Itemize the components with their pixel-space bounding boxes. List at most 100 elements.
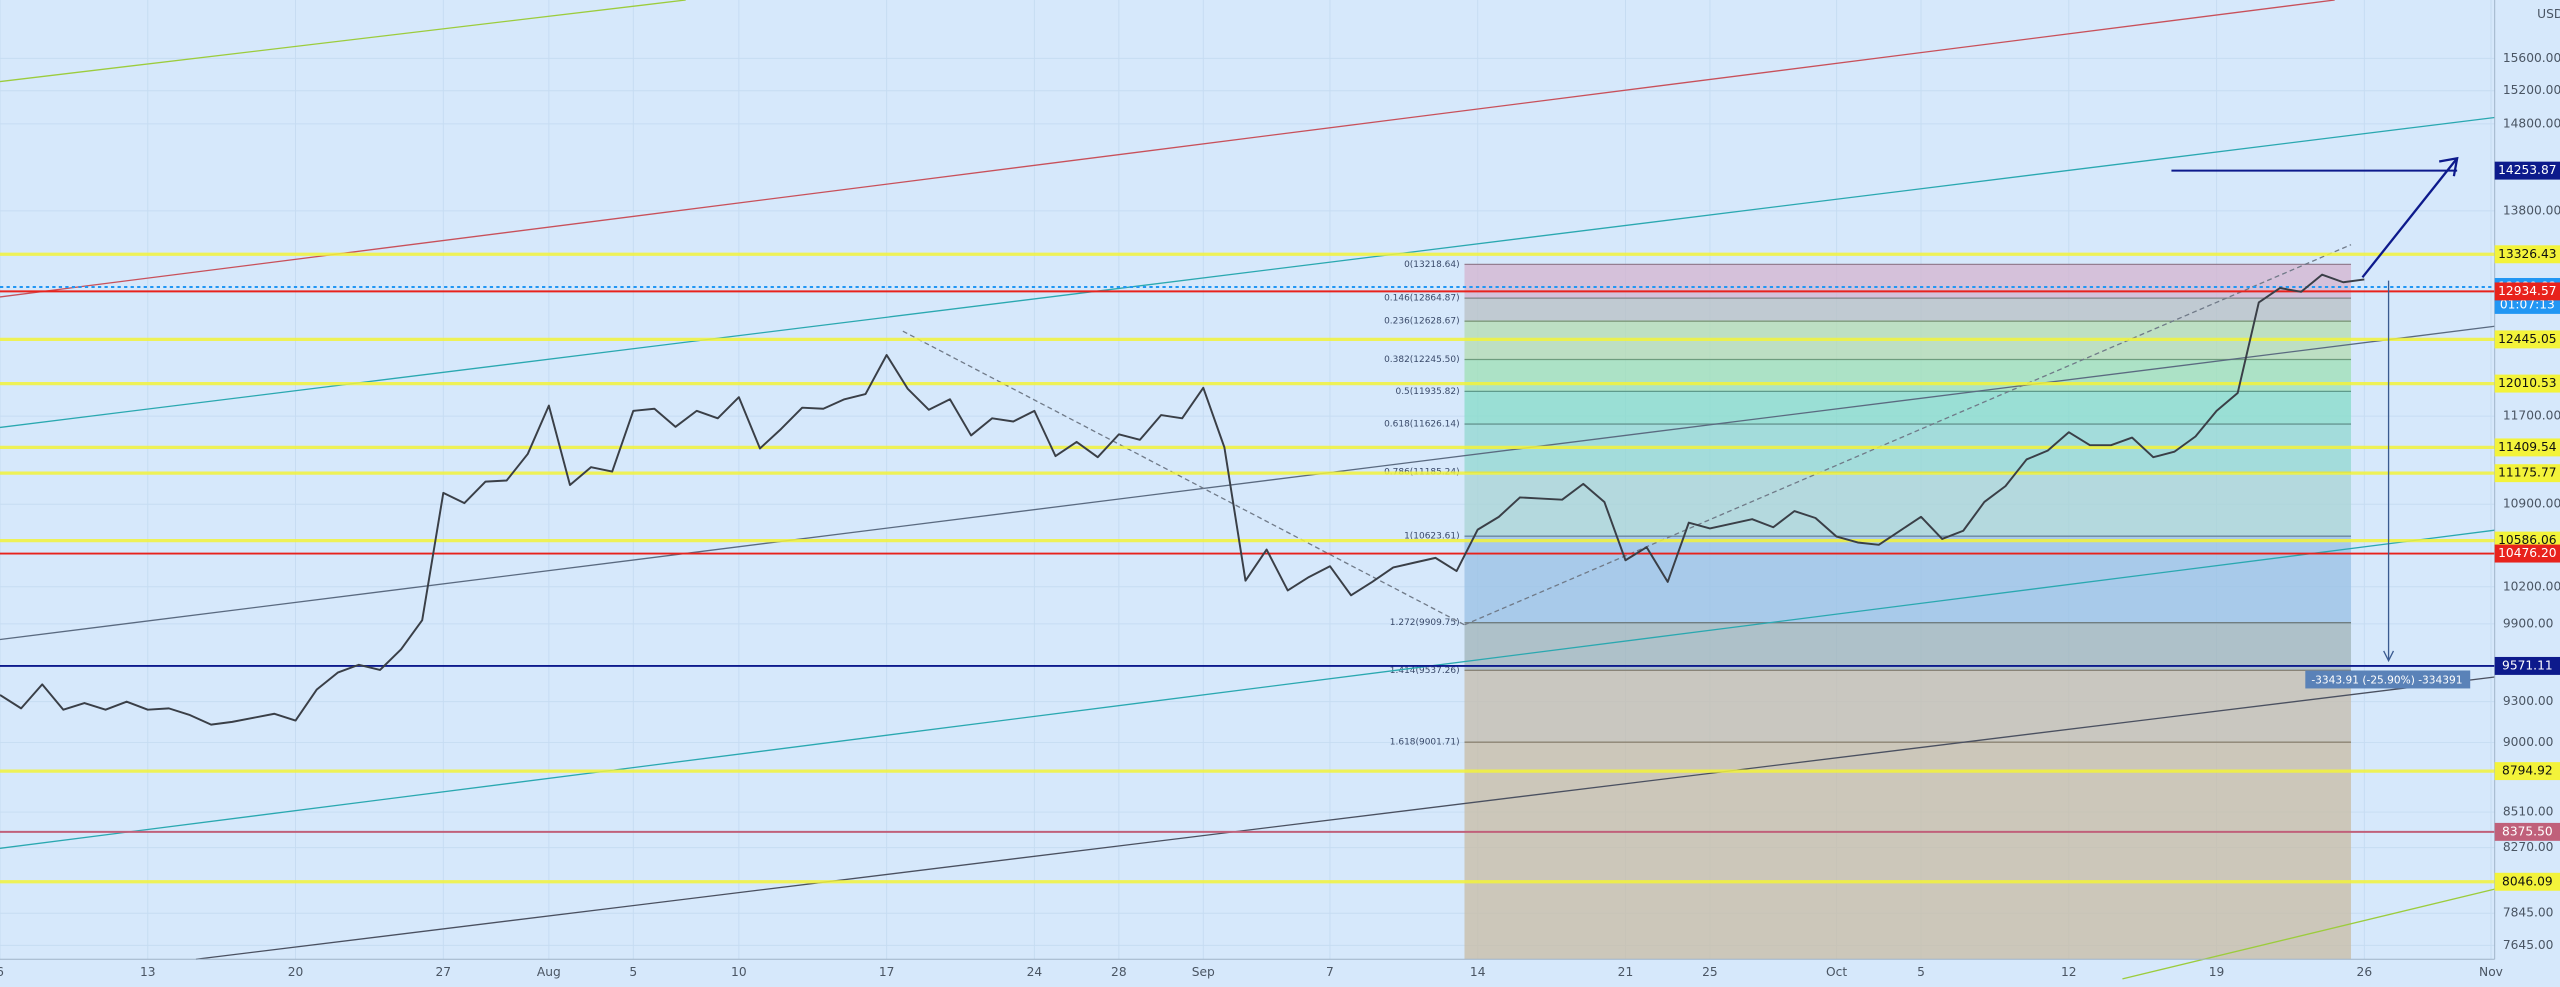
fib-label: 0.5(11935.82) [1396, 387, 1460, 397]
fib-zone [1464, 264, 2352, 299]
x-tick-label: 7 [1326, 965, 1334, 979]
x-tick-label: 21 [1618, 965, 1634, 979]
y-tick-label: 9300.00 [2503, 694, 2554, 708]
x-tick-label: Nov [2479, 965, 2503, 979]
price-tag-label: 10476.20 [2498, 546, 2556, 560]
price-tag-label: 14253.87 [2498, 163, 2556, 177]
fib-label: 1.618(9001.71) [1390, 738, 1460, 748]
x-tick-label: 5 [629, 965, 637, 979]
price-tag-label: 13326.43 [2498, 247, 2556, 261]
x-tick-label: 10 [731, 965, 747, 979]
x-tick-label: 5 [1917, 965, 1925, 979]
price-tag-label: 8794.92 [2502, 764, 2553, 778]
trend-line [0, 529, 2495, 849]
fib-label: 0.618(11626.14) [1384, 420, 1459, 430]
axes: 15600.00 15200.00 14800.00 13800.00 11700.00… [0, 51, 2560, 979]
x-tick-label: 14 [1470, 965, 1486, 979]
series [0, 273, 2365, 726]
y-tick-label: 14800.00 [2503, 116, 2560, 130]
y-tick-label: 10900.00 [2503, 497, 2560, 511]
fib-zone [1464, 359, 2352, 392]
price-tag-label: 12934.57 [2498, 284, 2556, 298]
price-tag-label: 8046.09 [2502, 874, 2553, 888]
price-tag-label: 11409.54 [2498, 440, 2557, 454]
y-tick-label: 7645.00 [2503, 938, 2554, 952]
price-tag [2494, 282, 2560, 301]
y-tick-label: 9000.00 [2503, 735, 2554, 749]
price-tag [2494, 245, 2560, 264]
fib-trend [1464, 244, 2352, 626]
fib-label: 1.272(9909.75) [1390, 618, 1460, 628]
x-tick-label: 25 [1702, 965, 1718, 979]
countdown-tag [2494, 295, 2560, 314]
trend-line [195, 676, 2495, 960]
currency: USD [2537, 7, 2560, 21]
trend-line [2122, 888, 2495, 980]
x-tick-label: Sep [1192, 965, 1215, 979]
fib-zone [1464, 298, 2352, 322]
price-tag [2494, 161, 2560, 180]
price-line [0, 273, 2365, 726]
fib-label: 0.236(12628.67) [1384, 317, 1459, 327]
price-tag [2494, 544, 2560, 563]
price-tag [2494, 374, 2560, 393]
y-tick-label: 15200.00 [2503, 83, 2560, 97]
x-tick-label: 27 [436, 965, 452, 979]
x-tick-label: 6 [0, 965, 4, 979]
fib-zone [1464, 742, 2352, 960]
price-tag [2494, 822, 2560, 841]
price-tag [2494, 872, 2560, 891]
price-tag [2494, 762, 2560, 781]
fib-label: 1(10623.61) [1404, 532, 1460, 542]
fib-label: 0(13218.64) [1404, 260, 1460, 270]
trend-line [0, 116, 2495, 429]
annotations [2361, 156, 2459, 663]
x-tick-label: 28 [1111, 965, 1127, 979]
price-tag-label: 8375.50 [2502, 824, 2553, 838]
price-tag-label: 10586.06 [2498, 533, 2557, 547]
x-tick-label: Oct [1826, 965, 1847, 979]
trend-lines [0, 0, 2495, 980]
fib-zone [1464, 391, 2352, 425]
fib-zone [1464, 670, 2352, 743]
forecast-arrow [2361, 157, 2459, 279]
x-tick-label: 26 [2357, 965, 2373, 979]
measure-head [2383, 650, 2395, 663]
measure-box [2305, 670, 2471, 689]
x-tick-label: 13 [140, 965, 156, 979]
x-tick-label: Aug [537, 965, 561, 979]
levels [0, 169, 2495, 884]
x-tick-label: 24 [1027, 965, 1043, 979]
fib-zone [1464, 536, 2352, 623]
fib-label: 0.382(12245.50) [1384, 355, 1459, 365]
price-tag [2494, 656, 2560, 675]
countdown: 01:07:13 [2500, 297, 2555, 311]
y-tick-label: 10200.00 [2503, 579, 2560, 593]
price-tag [2494, 464, 2560, 483]
fib-label: 1.414(9537.26) [1390, 666, 1460, 676]
arrow-head [2438, 156, 2459, 177]
y-tick-label: 8510.00 [2503, 805, 2554, 819]
price-tag-label: 12010.53 [2498, 376, 2556, 390]
price-tag-label: 11175.77 [2498, 466, 2556, 480]
trend-line [0, 325, 2495, 641]
trend-line [0, 0, 2335, 298]
x-tick-label: 12 [2061, 965, 2077, 979]
fib-zone [1464, 622, 2352, 671]
y-tick-label: 13800.00 [2503, 203, 2560, 217]
y-tick-label: 15600.00 [2503, 51, 2560, 65]
price-tag-label: 12445.05 [2498, 332, 2556, 346]
fib-label: 0.146(12864.87) [1384, 294, 1459, 304]
x-tick-label: 20 [288, 965, 304, 979]
y-tick-label: 8270.00 [2503, 840, 2554, 854]
measure-label: -3343.91 (-25.90%) -334391 [2311, 674, 2462, 686]
y-tick-label: 11700.00 [2503, 409, 2560, 423]
x-tick-label: 17 [879, 965, 895, 979]
price-tag [2494, 438, 2560, 457]
x-tick-label: 19 [2209, 965, 2225, 979]
price-tag-label: 9571.11 [2502, 658, 2553, 672]
y-tick-label: 9900.00 [2503, 616, 2554, 630]
price-tag [2494, 330, 2560, 349]
